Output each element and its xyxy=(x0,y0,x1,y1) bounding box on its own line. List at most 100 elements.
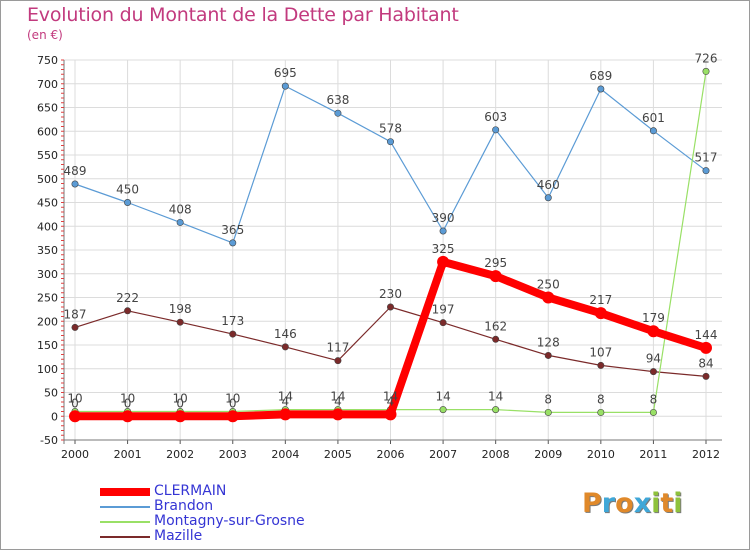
data-label: 460 xyxy=(537,178,560,192)
data-point xyxy=(594,307,607,320)
data-point xyxy=(281,82,289,90)
x-tick-label: 2009 xyxy=(534,448,562,461)
data-point xyxy=(386,303,394,311)
legend-label: CLERMAIN xyxy=(154,483,227,499)
data-point xyxy=(489,270,502,283)
data-label: 695 xyxy=(274,66,297,80)
data-point xyxy=(174,410,187,423)
data-point xyxy=(124,199,132,207)
legend-item: Brandon xyxy=(100,498,400,515)
x-tick-label: 2006 xyxy=(377,448,405,461)
legend-label: Brandon xyxy=(154,498,214,514)
data-point xyxy=(331,408,344,421)
x-tick-label: 2007 xyxy=(429,448,457,461)
y-tick-label: 750 xyxy=(37,54,58,67)
data-label: 0 xyxy=(124,396,132,410)
data-label: 222 xyxy=(116,291,139,305)
logo-letter: t xyxy=(660,488,674,519)
data-label: 14 xyxy=(383,390,398,404)
data-label: 8 xyxy=(597,392,605,406)
y-tick-label: 450 xyxy=(37,197,58,210)
data-label: 8 xyxy=(650,392,658,406)
data-point xyxy=(542,291,555,304)
data-label: 638 xyxy=(326,93,349,107)
data-label: 162 xyxy=(484,319,507,333)
data-point xyxy=(492,126,500,134)
logo-letter: o xyxy=(615,488,634,519)
y-tick-label: 50 xyxy=(44,387,58,400)
data-label: 10 xyxy=(67,392,82,406)
legend-item: Mazille xyxy=(100,528,400,545)
legend-swatch xyxy=(100,521,150,523)
data-label: 603 xyxy=(484,110,507,124)
chart-title: Evolution du Montant de la Dette par Hab… xyxy=(27,4,459,26)
logo-letter: P xyxy=(582,488,602,519)
logo-letter: x xyxy=(633,488,652,519)
data-label: 107 xyxy=(589,345,612,359)
data-point xyxy=(386,138,394,146)
data-label: 726 xyxy=(695,51,718,65)
data-point xyxy=(700,341,712,354)
logo-letter: i xyxy=(651,488,661,519)
data-point xyxy=(649,127,657,135)
data-label: 390 xyxy=(432,211,455,225)
y-tick-label: 150 xyxy=(37,339,58,352)
data-label: 128 xyxy=(537,335,560,349)
data-point xyxy=(439,227,447,235)
x-tick-label: 2004 xyxy=(271,448,299,461)
data-point xyxy=(649,408,657,416)
legend-label: Montagny-sur-Grosne xyxy=(154,513,305,529)
data-point xyxy=(71,323,79,331)
data-point xyxy=(647,325,660,338)
data-point xyxy=(702,167,710,175)
data-label: 578 xyxy=(379,122,402,136)
data-point xyxy=(597,408,605,416)
data-label: 325 xyxy=(432,242,455,256)
y-tick-label: 400 xyxy=(37,220,58,233)
data-label: 4 xyxy=(334,394,342,408)
legend-label: Mazille xyxy=(154,528,203,544)
data-label: 14 xyxy=(435,390,450,404)
data-label: 14 xyxy=(278,390,293,404)
data-point xyxy=(229,239,237,247)
x-tick-label: 2001 xyxy=(114,448,142,461)
legend-swatch xyxy=(100,536,150,538)
x-tick-label: 2005 xyxy=(324,448,352,461)
data-label: 84 xyxy=(698,356,713,370)
x-tick-label: 2003 xyxy=(219,448,247,461)
data-point xyxy=(439,406,447,414)
y-tick-label: 600 xyxy=(37,125,58,138)
data-point xyxy=(281,343,289,351)
data-point xyxy=(439,319,447,327)
data-label: 117 xyxy=(326,341,349,355)
data-point xyxy=(702,67,710,75)
y-tick-label: 700 xyxy=(37,78,58,91)
data-label: 197 xyxy=(432,303,455,317)
y-tick-label: 0 xyxy=(51,410,58,423)
data-point xyxy=(437,255,450,268)
y-tick-label: 200 xyxy=(37,315,58,328)
data-label: 217 xyxy=(589,293,612,307)
y-tick-label: 650 xyxy=(37,102,58,115)
data-label: 295 xyxy=(484,256,507,270)
data-label: 10 xyxy=(225,392,240,406)
y-tick-label: 100 xyxy=(37,363,58,376)
y-tick-label: 350 xyxy=(37,244,58,257)
data-label: 230 xyxy=(379,287,402,301)
data-point xyxy=(226,410,239,423)
data-label: 94 xyxy=(646,352,661,366)
x-tick-label: 2011 xyxy=(639,448,667,461)
x-tick-label: 2012 xyxy=(692,448,720,461)
x-tick-label: 2000 xyxy=(61,448,89,461)
data-label: 0 xyxy=(71,396,79,410)
legend-item: CLERMAIN xyxy=(100,483,400,500)
data-point xyxy=(176,218,184,226)
data-point xyxy=(492,335,500,343)
data-point xyxy=(334,109,342,117)
chart-subtitle: (en €) xyxy=(27,28,63,42)
data-point xyxy=(121,410,134,423)
data-point xyxy=(544,351,552,359)
data-point xyxy=(124,307,132,315)
data-label: 173 xyxy=(221,314,244,328)
